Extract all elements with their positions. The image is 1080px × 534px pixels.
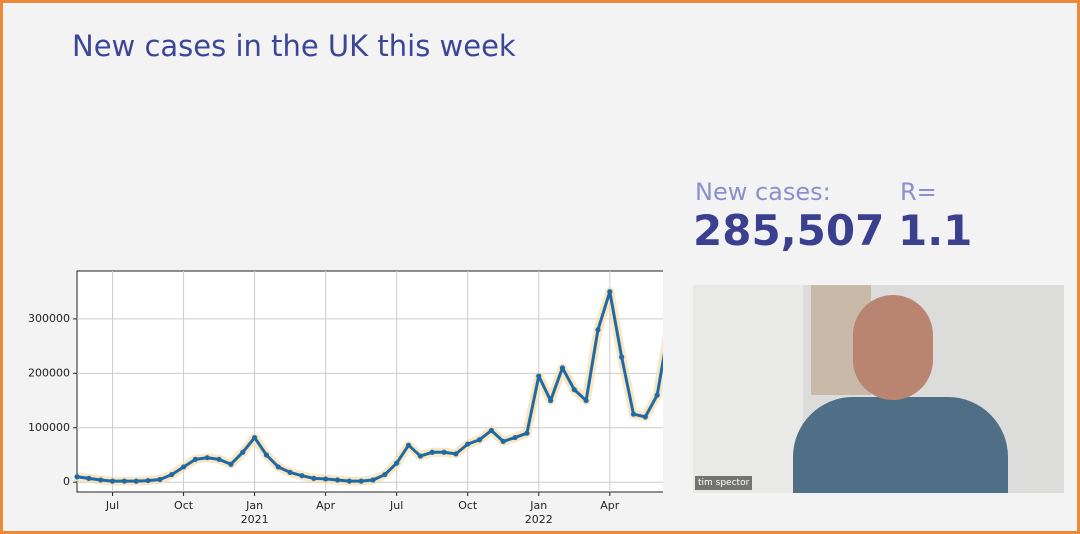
point (595, 327, 601, 333)
slide-title: New cases in the UK this week (72, 29, 516, 63)
point (465, 441, 471, 447)
person-body (793, 397, 1008, 493)
point (476, 437, 483, 443)
point (98, 477, 104, 483)
point (299, 473, 305, 479)
point (630, 411, 637, 417)
point (382, 471, 388, 478)
point (121, 478, 127, 484)
point (417, 453, 423, 459)
y-tick-label: 200000 (28, 366, 70, 379)
point (654, 392, 660, 398)
point (358, 478, 364, 484)
plot-area (76, 270, 663, 493)
point (583, 397, 589, 404)
x-tick-label: Oct (458, 499, 478, 512)
point (370, 477, 376, 483)
participant-name: tim spector (695, 476, 753, 490)
point (109, 478, 116, 484)
x-tick-label: Jul (389, 499, 403, 512)
point (180, 464, 187, 470)
point (524, 430, 530, 436)
stat-label: New cases: (695, 178, 831, 206)
point (536, 373, 542, 379)
point (74, 474, 80, 480)
point (323, 476, 329, 482)
point (204, 455, 210, 461)
y-tick-label: 100000 (28, 421, 70, 434)
point (228, 461, 234, 467)
point (169, 471, 175, 478)
point (571, 387, 577, 393)
point (619, 354, 625, 360)
x-year-label: 2022 (525, 513, 553, 526)
x-tick-label: Apr (600, 499, 620, 512)
y-tick-label: 0 (63, 475, 70, 488)
point (252, 434, 258, 441)
point (559, 365, 566, 371)
x-tick-label: Jul (105, 499, 119, 512)
point (548, 397, 554, 404)
point (512, 434, 518, 441)
y-tick-label: 300000 (28, 312, 70, 325)
x-year-label: 2021 (241, 513, 269, 526)
point (488, 427, 494, 434)
stat-value: 1.1 (898, 206, 973, 255)
stat-label: R= (900, 178, 937, 206)
point (642, 414, 648, 420)
point (607, 289, 613, 295)
x-tick-label: Jan (529, 499, 547, 512)
point (394, 460, 400, 466)
person-head (853, 295, 933, 400)
stat-value: 285,507 (693, 206, 885, 255)
point (133, 478, 139, 484)
point (192, 456, 198, 462)
point (263, 452, 270, 458)
point (275, 464, 281, 470)
point (240, 449, 246, 455)
point (334, 477, 341, 483)
point (500, 438, 506, 444)
point (346, 478, 352, 484)
point (453, 451, 459, 457)
point (311, 475, 317, 481)
point (287, 469, 293, 476)
video-tile: tim spector (693, 285, 1064, 493)
point (405, 442, 412, 448)
point (441, 449, 447, 455)
point (216, 456, 222, 462)
point (145, 477, 151, 484)
x-tick-label: Apr (316, 499, 336, 512)
x-tick-label: Jan (245, 499, 263, 512)
door (693, 285, 803, 493)
point (86, 475, 92, 481)
point (157, 476, 163, 483)
point (429, 449, 435, 455)
x-tick-label: Oct (174, 499, 194, 512)
